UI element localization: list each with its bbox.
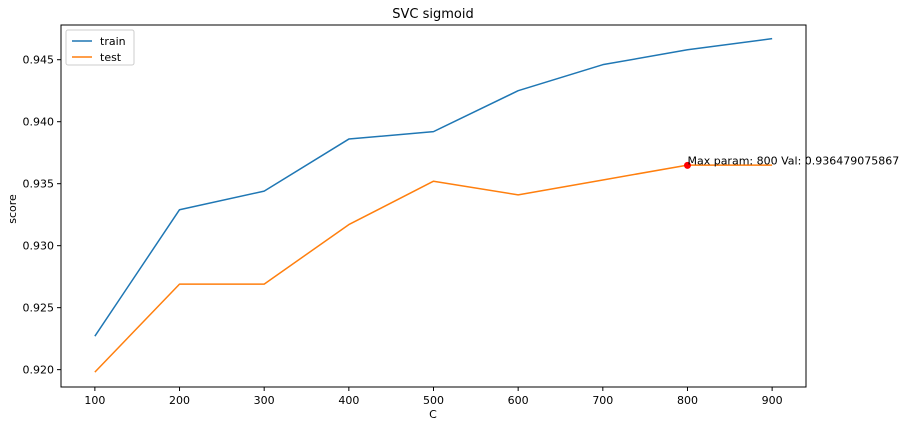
max-marker xyxy=(683,161,691,169)
x-tick-label: 500 xyxy=(423,394,444,407)
y-tick-label: 0.940 xyxy=(23,116,55,129)
axes-frame xyxy=(60,24,807,388)
plot-area: Max param: 800 Val: 0.936479075867 100 200… xyxy=(23,24,899,407)
max-annotation: Max param: 800 Val: 0.936479075867 xyxy=(687,154,899,167)
x-tick-label: 900 xyxy=(762,394,783,407)
y-tick-label: 0.945 xyxy=(23,54,55,67)
x-tick-label: 200 xyxy=(169,394,190,407)
y-tick-label: 0.920 xyxy=(23,364,55,377)
x-tick-label: 300 xyxy=(254,394,275,407)
x-tick-label: 600 xyxy=(508,394,529,407)
legend-label-train: train xyxy=(100,35,126,48)
y-axis-label: score xyxy=(6,194,19,224)
series-line-train xyxy=(94,37,773,337)
x-tick-label: 100 xyxy=(84,394,105,407)
legend-label-test: test xyxy=(100,51,122,64)
x-tick-label: 700 xyxy=(592,394,613,407)
x-tick-label: 800 xyxy=(677,394,698,407)
y-tick-label: 0.930 xyxy=(23,240,55,253)
series-line-test xyxy=(94,164,773,373)
chart-title: SVC sigmoid xyxy=(392,7,473,22)
y-tick-label: 0.925 xyxy=(23,302,55,315)
y-tick-label: 0.935 xyxy=(23,178,55,191)
x-tick-label: 400 xyxy=(338,394,359,407)
x-axis-label: C xyxy=(429,408,437,421)
